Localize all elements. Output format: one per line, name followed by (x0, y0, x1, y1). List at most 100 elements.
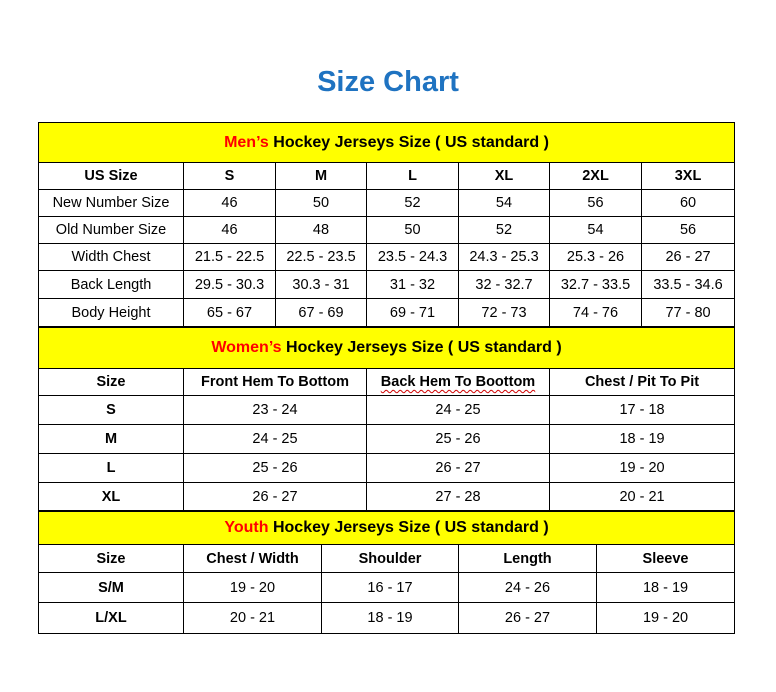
table-cell: 54 (549, 216, 642, 244)
table-row: XL 26 - 27 27 - 28 20 - 21 (38, 482, 736, 511)
table-cell: 26 - 27 (640, 243, 736, 271)
table-cell: 24 - 25 (183, 424, 367, 454)
section-heading-cell: Women’s Hockey Jerseys Size ( US standar… (37, 327, 736, 369)
row-label: Old Number Size (38, 216, 184, 244)
table-cell: 19 - 20 (548, 453, 736, 483)
table-cell: 46 (183, 189, 276, 217)
section-heading-highlight: Women’s (211, 339, 282, 356)
table-cell: 25 - 26 (366, 424, 550, 454)
table-cell: 18 - 19 (321, 602, 459, 634)
table-cell: 65 - 67 (183, 298, 276, 327)
table-cell: 27 - 28 (366, 482, 550, 511)
table-cell: 52 (458, 216, 550, 244)
size-chart-tables: Men’s Hockey Jerseys Size ( US standard … (37, 122, 736, 634)
column-header: Size (38, 544, 184, 573)
column-header: Chest / Pit To Pit (548, 368, 736, 396)
section-heading-cell: Men’s Hockey Jerseys Size ( US standard … (37, 122, 736, 163)
table-cell: 48 (275, 216, 367, 244)
youth-size-table: Youth Hockey Jerseys Size ( US standard … (37, 511, 736, 634)
section-heading-highlight: Youth (224, 519, 269, 536)
table-row: S 23 - 24 24 - 25 17 - 18 (38, 395, 736, 425)
youth-section-heading: Youth Hockey Jerseys Size ( US standard … (37, 511, 736, 545)
table-cell: 26 - 27 (458, 602, 597, 634)
row-label: Back Length (38, 270, 184, 299)
table-row: M 24 - 25 25 - 26 18 - 19 (38, 424, 736, 454)
table-cell: 32 - 32.7 (458, 270, 550, 299)
column-header: L (366, 162, 459, 190)
row-label: L/XL (38, 602, 184, 634)
table-row: Body Height 65 - 67 67 - 69 69 - 71 72 - 73 7… (38, 298, 736, 327)
column-header: 3XL (640, 162, 736, 190)
table-row: New Number Size 46 50 52 54 56 60 (38, 189, 736, 217)
row-label: Width Chest (38, 243, 184, 271)
table-cell: 50 (275, 189, 367, 217)
table-cell: 69 - 71 (366, 298, 459, 327)
table-cell: 19 - 20 (183, 572, 322, 603)
column-header: Length (458, 544, 597, 573)
table-cell: 56 (549, 189, 642, 217)
table-cell: 23.5 - 24.3 (366, 243, 459, 271)
table-cell: 30.3 - 31 (275, 270, 367, 299)
table-cell: 26 - 27 (183, 482, 367, 511)
table-cell: 60 (640, 189, 736, 217)
column-header: US Size (38, 162, 184, 190)
row-label: S/M (38, 572, 184, 603)
table-cell: 54 (458, 189, 550, 217)
table-cell: 52 (366, 189, 459, 217)
table-cell: 18 - 19 (595, 572, 736, 603)
table-row: S/M 19 - 20 16 - 17 24 - 26 18 - 19 (38, 572, 736, 603)
section-heading-text: Hockey Jerseys Size ( US standard ) (268, 519, 549, 536)
column-header: 2XL (549, 162, 642, 190)
table-cell: 22.5 - 23.5 (275, 243, 367, 271)
table-cell: 25.3 - 26 (549, 243, 642, 271)
column-header: Back Hem To Boottom (366, 368, 550, 396)
table-cell: 74 - 76 (549, 298, 642, 327)
table-cell: 19 - 20 (595, 602, 736, 634)
column-header: Chest / Width (183, 544, 322, 573)
table-cell: 50 (366, 216, 459, 244)
women-size-table: Women’s Hockey Jerseys Size ( US standar… (37, 327, 736, 511)
table-cell: 77 - 80 (640, 298, 736, 327)
table-cell: 17 - 18 (548, 395, 736, 425)
table-cell: 29.5 - 30.3 (183, 270, 276, 299)
table-cell: 16 - 17 (321, 572, 459, 603)
table-cell: 72 - 73 (458, 298, 550, 327)
row-label: M (38, 424, 184, 454)
table-cell: 23 - 24 (183, 395, 367, 425)
page-title: Size Chart (317, 66, 459, 98)
section-heading-text: Hockey Jerseys Size ( US standard ) (281, 339, 562, 356)
section-heading-text: Hockey Jerseys Size ( US standard ) (268, 133, 549, 151)
women-header-row: Size Front Hem To Bottom Back Hem To Boott… (38, 368, 736, 396)
table-cell: 67 - 69 (275, 298, 367, 327)
men-section-heading: Men’s Hockey Jerseys Size ( US standard … (37, 122, 736, 163)
table-cell: 24 - 25 (366, 395, 550, 425)
section-heading-cell: Youth Hockey Jerseys Size ( US standard … (37, 511, 736, 545)
table-cell: 20 - 21 (183, 602, 322, 634)
column-header: S (183, 162, 276, 190)
column-header: Size (38, 368, 184, 396)
youth-header-row: Size Chest / Width Shoulder Length Sleeve (38, 544, 736, 573)
column-header: Sleeve (595, 544, 736, 573)
section-heading-highlight: Men’s (224, 133, 269, 151)
table-cell: 25 - 26 (183, 453, 367, 483)
table-cell: 24.3 - 25.3 (458, 243, 550, 271)
table-cell: 20 - 21 (548, 482, 736, 511)
column-header-text: Back Hem To Boottom (380, 374, 536, 390)
column-header: Front Hem To Bottom (183, 368, 367, 396)
row-label: S (38, 395, 184, 425)
table-cell: 26 - 27 (366, 453, 550, 483)
men-header-row: US Size S M L XL 2XL 3XL (38, 162, 736, 190)
table-cell: 56 (640, 216, 736, 244)
table-cell: 33.5 - 34.6 (640, 270, 736, 299)
women-section-heading: Women’s Hockey Jerseys Size ( US standar… (37, 327, 736, 369)
table-cell: 32.7 - 33.5 (549, 270, 642, 299)
table-row: L/XL 20 - 21 18 - 19 26 - 27 19 - 20 (38, 602, 736, 634)
table-cell: 21.5 - 22.5 (183, 243, 276, 271)
table-row: Width Chest 21.5 - 22.5 22.5 - 23.5 23.5 - … (38, 243, 736, 271)
table-row: Back Length 29.5 - 30.3 30.3 - 31 31 - 32 32… (38, 270, 736, 299)
table-row: L 25 - 26 26 - 27 19 - 20 (38, 453, 736, 483)
table-row: Old Number Size 46 48 50 52 54 56 (38, 216, 736, 244)
table-cell: 31 - 32 (366, 270, 459, 299)
row-label: Body Height (38, 298, 184, 327)
column-header: M (275, 162, 367, 190)
